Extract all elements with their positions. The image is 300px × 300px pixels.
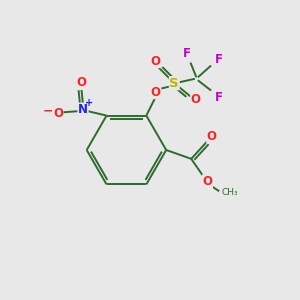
Text: O: O	[151, 85, 161, 98]
Text: O: O	[53, 107, 63, 120]
Text: O: O	[151, 55, 161, 68]
Text: F: F	[215, 53, 223, 66]
Text: O: O	[76, 76, 86, 89]
Text: O: O	[207, 130, 217, 143]
Text: O: O	[191, 93, 201, 106]
Text: +: +	[85, 98, 94, 108]
Text: F: F	[183, 47, 191, 60]
Text: −: −	[42, 104, 53, 117]
Text: CH₃: CH₃	[222, 188, 238, 197]
Text: O: O	[202, 175, 212, 188]
Text: F: F	[214, 91, 223, 103]
Text: S: S	[169, 77, 179, 90]
Text: N: N	[78, 103, 88, 116]
